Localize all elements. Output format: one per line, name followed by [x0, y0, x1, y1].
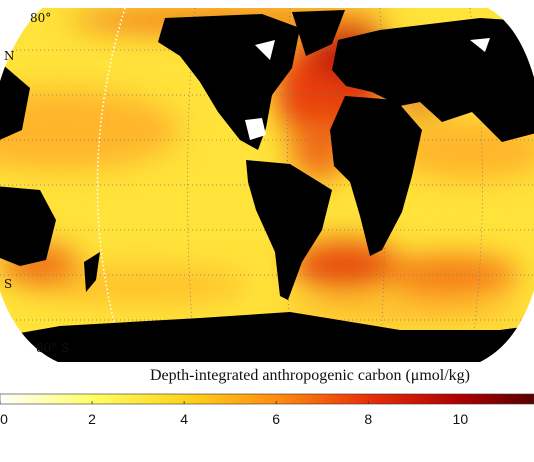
- colorbar: 0 2 4 6 8 10: [0, 393, 534, 427]
- colorbar-title: Depth-integrated anthropogenic carbon (μ…: [150, 367, 470, 384]
- ice: [245, 38, 490, 140]
- meridian: [96, 8, 126, 362]
- colorbar-scale: [0, 393, 534, 405]
- lat-label: 80° S: [36, 341, 69, 355]
- map: [0, 8, 534, 362]
- hemisphere-label: S: [4, 277, 12, 291]
- lat-label: 80°: [30, 11, 51, 25]
- tick-label: 0: [0, 411, 8, 427]
- tick-label: 10: [453, 411, 469, 427]
- tick-label: 8: [364, 411, 372, 427]
- tick-label: 2: [88, 411, 96, 427]
- land: [0, 10, 534, 362]
- tick-label: 6: [272, 411, 280, 427]
- hemisphere-label: N: [4, 49, 15, 63]
- tick-label: 4: [180, 411, 188, 427]
